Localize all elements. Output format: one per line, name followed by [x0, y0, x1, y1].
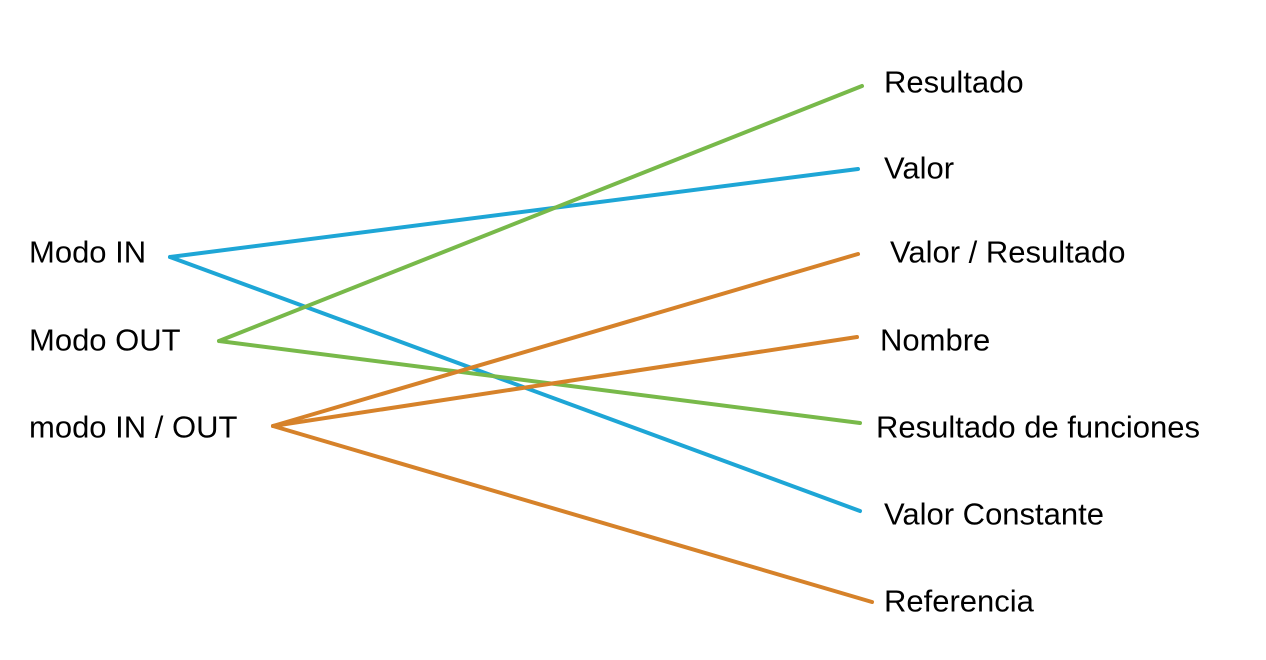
connector-inout-to-referencia	[271, 424, 874, 604]
right-item-resultado: Resultado	[884, 64, 1024, 100]
left-item-modo-in: Modo IN	[29, 234, 147, 270]
right-item-valor-resultado: Valor / Resultado	[890, 234, 1126, 270]
right-item-valor-constante: Valor Constante	[884, 496, 1104, 532]
connector-inout-to-valor-resultado	[271, 252, 860, 428]
left-item-modo-out: Modo OUT	[29, 322, 181, 358]
right-item-referencia: Referencia	[884, 583, 1034, 619]
connector-inout-to-nombre	[271, 335, 859, 428]
connector-out-to-resultado	[217, 84, 864, 343]
connector-in-to-valor	[168, 167, 860, 259]
connector-lines	[168, 84, 874, 604]
left-item-modo-in-out: modo IN / OUT	[29, 409, 238, 445]
right-item-nombre: Nombre	[880, 322, 991, 358]
connector-in-to-valor-constante	[168, 255, 862, 513]
right-item-valor: Valor	[884, 150, 955, 186]
connector-out-to-resultado-funciones	[217, 339, 862, 425]
right-item-resultado-de-funciones: Resultado de funciones	[876, 409, 1201, 445]
